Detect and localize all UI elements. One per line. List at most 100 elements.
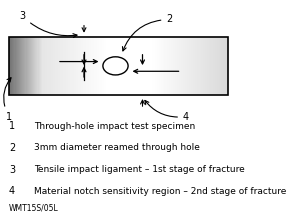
Bar	[113, 37, 114, 95]
Bar	[65, 37, 66, 95]
Bar	[19, 37, 20, 95]
Bar	[178, 37, 179, 95]
Bar	[123, 37, 124, 95]
Bar	[106, 37, 108, 95]
Bar	[158, 37, 159, 95]
Bar	[108, 37, 109, 95]
Bar	[36, 37, 38, 95]
Bar	[41, 37, 42, 95]
Bar	[180, 37, 181, 95]
Bar	[58, 37, 60, 95]
Text: 3: 3	[20, 11, 77, 38]
Bar	[203, 37, 204, 95]
Bar	[223, 37, 224, 95]
Text: 3: 3	[9, 165, 15, 175]
Bar	[71, 37, 73, 95]
Bar	[126, 37, 128, 95]
Bar	[94, 37, 96, 95]
Bar	[78, 37, 80, 95]
Bar	[91, 37, 92, 95]
Bar	[183, 37, 184, 95]
Bar	[179, 37, 180, 95]
Bar	[55, 37, 56, 95]
Bar	[190, 37, 191, 95]
Bar	[17, 37, 18, 95]
Bar	[154, 37, 155, 95]
Bar	[160, 37, 161, 95]
Bar	[195, 37, 196, 95]
Bar	[185, 37, 187, 95]
Bar	[168, 37, 169, 95]
Bar	[76, 37, 77, 95]
Bar	[136, 37, 137, 95]
Bar	[24, 37, 26, 95]
Bar	[154, 37, 156, 95]
Bar	[56, 37, 58, 95]
Bar	[186, 37, 188, 95]
Text: Through-hole impact test specimen: Through-hole impact test specimen	[34, 122, 196, 131]
Bar	[10, 37, 11, 95]
Bar	[201, 37, 202, 95]
Bar	[133, 37, 134, 95]
Bar	[73, 37, 74, 95]
Bar	[122, 37, 123, 95]
Bar	[156, 37, 157, 95]
Bar	[83, 37, 85, 95]
Bar	[164, 37, 165, 95]
Bar	[70, 37, 72, 95]
Bar	[90, 37, 92, 95]
Bar	[182, 37, 183, 95]
Bar	[26, 37, 28, 95]
Bar	[184, 37, 186, 95]
Bar	[14, 37, 15, 95]
Bar	[9, 37, 11, 95]
Text: Material notch sensitivity region – 2nd stage of fracture: Material notch sensitivity region – 2nd …	[34, 187, 287, 196]
Bar	[118, 37, 120, 95]
Bar	[59, 37, 61, 95]
Bar	[120, 37, 121, 95]
Bar	[148, 37, 149, 95]
Bar	[130, 37, 132, 95]
Bar	[209, 37, 211, 95]
Bar	[197, 37, 199, 95]
Bar	[103, 37, 105, 95]
Bar	[48, 37, 50, 95]
Bar	[102, 37, 104, 95]
Bar	[121, 37, 122, 95]
Bar	[53, 37, 54, 95]
Bar	[188, 37, 189, 95]
Bar	[145, 37, 146, 95]
Bar	[194, 37, 196, 95]
Bar	[61, 37, 62, 95]
Bar	[43, 37, 44, 95]
Bar	[139, 37, 141, 95]
Bar	[224, 37, 225, 95]
Bar	[171, 37, 172, 95]
Bar	[100, 37, 101, 95]
Bar	[227, 37, 228, 95]
Bar	[164, 37, 166, 95]
Bar	[176, 37, 177, 95]
Bar	[54, 37, 55, 95]
Bar	[128, 37, 130, 95]
Text: 1: 1	[9, 121, 15, 131]
Bar	[202, 37, 203, 95]
Bar	[112, 37, 113, 95]
Bar	[57, 37, 59, 95]
Bar	[152, 37, 154, 95]
Bar	[157, 37, 158, 95]
Bar	[82, 37, 84, 95]
Bar	[88, 37, 89, 95]
Bar	[144, 37, 145, 95]
Bar	[42, 37, 43, 95]
Bar	[9, 37, 228, 95]
Bar	[127, 37, 129, 95]
Bar	[14, 37, 16, 95]
Bar	[134, 37, 135, 95]
Bar	[200, 37, 201, 95]
Bar	[132, 37, 133, 95]
Bar	[20, 37, 21, 95]
Bar	[198, 37, 200, 95]
Bar	[116, 37, 118, 95]
Bar	[214, 37, 215, 95]
